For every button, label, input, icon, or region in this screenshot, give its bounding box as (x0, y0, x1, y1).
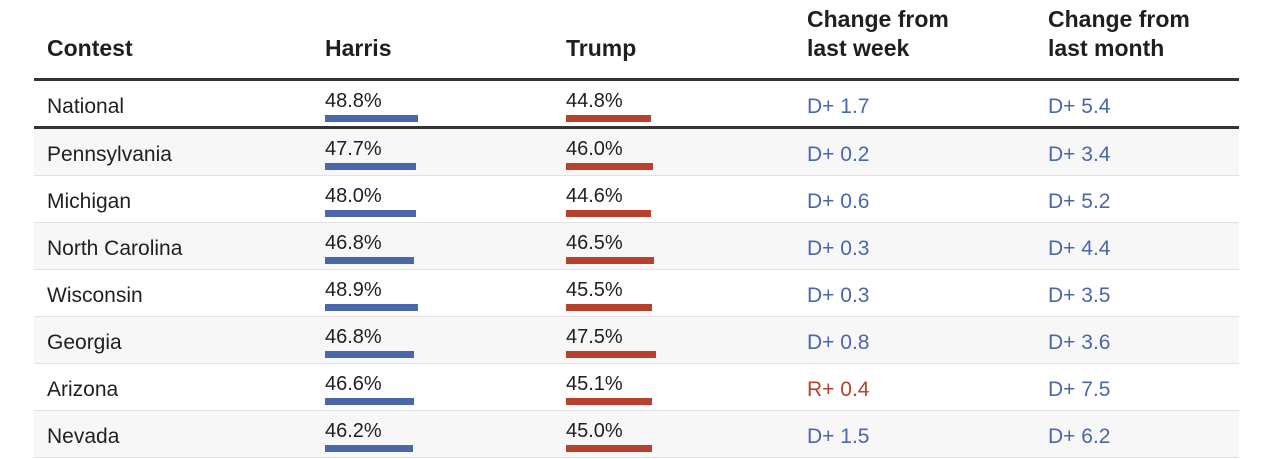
harris-pct-label: 48.0% (325, 185, 382, 207)
header-contest: Contest (47, 35, 133, 61)
contest-name: Georgia (47, 331, 122, 354)
harris-pct-label: 48.8% (325, 90, 382, 112)
table-row: Michigan 48.0% 44.6% D+ 0.6 D+ 5.2 (34, 176, 1239, 223)
trump-pct-label: 44.8% (566, 90, 623, 112)
trump-pct-label: 44.6% (566, 185, 623, 207)
table-row: Wisconsin 48.9% 45.5% D+ 0.3 D+ 3.5 (34, 270, 1239, 317)
table-row: National 48.8% 44.8% D+ 1.7 D+ 5.4 (34, 81, 1239, 129)
trump-bar (566, 398, 652, 405)
header-trump: Trump (566, 35, 637, 61)
change-last-month: D+ 5.2 (1048, 190, 1111, 213)
trump-bar (566, 210, 651, 217)
change-last-month: D+ 7.5 (1048, 378, 1111, 401)
trump-pct-label: 45.0% (566, 420, 623, 442)
trump-pct-label: 45.5% (566, 279, 623, 301)
contest-name: Arizona (47, 378, 119, 401)
contest-name: Nevada (47, 425, 120, 448)
table-row: North Carolina 46.8% 46.5% D+ 0.3 D+ 4.4 (34, 223, 1239, 270)
table-row: Arizona 46.6% 45.1% R+ 0.4 D+ 7.5 (34, 364, 1239, 411)
change-last-month: D+ 3.6 (1048, 331, 1111, 354)
change-last-week: D+ 0.3 (807, 284, 870, 307)
harris-pct-label: 48.9% (325, 279, 382, 301)
change-last-week: D+ 1.5 (807, 425, 870, 448)
table-row: Pennsylvania 47.7% 46.0% D+ 0.2 D+ 3.4 (34, 129, 1239, 176)
trump-bar (566, 304, 652, 311)
harris-pct-label: 46.6% (325, 373, 382, 395)
trump-pct-label: 47.5% (566, 326, 623, 348)
change-last-month: D+ 3.5 (1048, 284, 1111, 307)
harris-bar (325, 351, 414, 358)
trump-pct-label: 46.5% (566, 232, 623, 254)
table-row: Georgia 46.8% 47.5% D+ 0.8 D+ 3.6 (34, 317, 1239, 364)
harris-pct-label: 47.7% (325, 138, 382, 160)
polling-table: Contest Harris Trump Change from last we… (34, 0, 1239, 458)
trump-pct-label: 45.1% (566, 373, 623, 395)
harris-bar (325, 445, 413, 452)
contest-name: Wisconsin (47, 284, 143, 307)
change-last-week: D+ 1.7 (807, 95, 870, 118)
trump-pct-label: 46.0% (566, 138, 623, 160)
trump-bar (566, 163, 653, 170)
harris-bar (325, 398, 414, 405)
change-last-month: D+ 6.2 (1048, 425, 1111, 448)
change-last-week: D+ 0.2 (807, 143, 870, 166)
contest-name: North Carolina (47, 237, 183, 260)
change-last-week: D+ 0.8 (807, 331, 870, 354)
trump-bar (566, 115, 651, 122)
harris-bar (325, 257, 414, 264)
header-change-week: Change from last week (807, 6, 949, 61)
contest-name: Michigan (47, 190, 132, 213)
table-body: National 48.8% 44.8% D+ 1.7 D+ 5.4 Pennsylvan… (34, 81, 1239, 458)
harris-pct-label: 46.8% (325, 232, 382, 254)
harris-pct-label: 46.8% (325, 326, 382, 348)
change-last-week: R+ 0.4 (807, 378, 870, 401)
harris-bar (325, 210, 416, 217)
harris-bar (325, 304, 418, 311)
contest-name: National (47, 95, 125, 118)
change-last-month: D+ 3.4 (1048, 143, 1111, 166)
header-harris: Harris (325, 35, 392, 61)
change-last-week: D+ 0.3 (807, 237, 870, 260)
table-header: Contest Harris Trump Change from last we… (34, 0, 1239, 81)
trump-bar (566, 351, 656, 358)
trump-bar (566, 257, 654, 264)
contest-name: Pennsylvania (47, 143, 172, 166)
change-last-week: D+ 0.6 (807, 190, 870, 213)
table-row: Nevada 46.2% 45.0% D+ 1.5 D+ 6.2 (34, 411, 1239, 458)
change-last-month: D+ 4.4 (1048, 237, 1111, 260)
harris-pct-label: 46.2% (325, 420, 382, 442)
trump-bar (566, 445, 652, 452)
harris-bar (325, 163, 416, 170)
header-change-month: Change from last month (1048, 6, 1190, 61)
change-last-month: D+ 5.4 (1048, 95, 1111, 118)
harris-bar (325, 115, 418, 122)
